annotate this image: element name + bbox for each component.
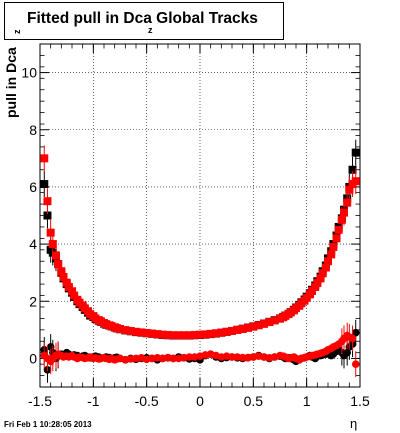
data-point-square [59,272,68,281]
data-point-square [40,154,49,163]
data-point-square [316,274,325,283]
data-point-circle [185,353,194,361]
data-point-square [180,331,188,340]
series-1 [40,145,360,340]
data-point-square [40,180,49,189]
data-point-square [311,282,320,291]
title-box: Fitted pull in Dca Global Tracks z [4,2,284,40]
data-point-circle [169,354,178,363]
data-point-square [318,269,327,278]
data-point-square [343,198,352,207]
data-point-square [126,326,135,335]
data-point-square [142,328,151,337]
data-point-square [244,323,252,332]
plot-area: -1.5 -1 -0.5 0 0.5 1 1.5 0 2 4 6 8 10 [21,43,370,409]
data-point-square [158,330,167,339]
x-tick-label: -0.5 [135,393,159,409]
data-point-square [43,197,52,206]
data-point-square [116,324,124,333]
data-point-square [206,329,215,338]
x-tick-label: 1.5 [350,393,370,409]
data-point-square [348,165,357,174]
data-point-square [249,322,258,331]
datestamp: Fri Feb 1 10:28:05 2013 [4,420,92,429]
data-point-square [337,215,346,224]
x-tick-label: -1.5 [28,393,52,409]
y-tick-label: 8 [29,122,37,138]
data-point-square [327,250,336,259]
data-point-square [164,330,172,339]
y-tick-label: 2 [29,293,37,309]
data-point-square [222,327,231,336]
data-point-square [340,208,348,217]
y-axis-label-text: pull in Dca [3,47,19,118]
data-point-square [201,330,210,339]
data-point-square [260,319,268,328]
x-tick-label: 0.5 [244,393,264,409]
data-point-square [233,325,242,334]
data-point-square [332,234,341,243]
x-tick-label: -1 [87,393,100,409]
x-axis-label: η [350,416,358,431]
data-point-square [321,263,330,272]
data-point-square [238,324,247,333]
x-axis: -1.5 -1 -0.5 0 0.5 1 1.5 [28,44,370,409]
chart-title: Fitted pull in Dca Global Tracks [27,10,258,27]
data-point-square [351,148,360,157]
data-point-square [121,326,130,335]
data-point-square [334,225,343,234]
data-point-square [308,286,316,295]
data-point-circle [351,328,360,337]
data-point-square [324,257,332,266]
x-tick-label: 0 [196,393,204,409]
data-point-square [190,330,199,339]
y-axis-label-subscript: z [12,29,22,35]
data-point-square [46,228,55,237]
data-point-square [228,326,236,335]
data-point-square [345,185,354,194]
data-point-square [137,328,146,337]
data-point-circle [348,334,357,343]
y-tick-label: 4 [29,236,37,252]
data-point-square [43,211,52,220]
data-point-square [212,329,220,338]
data-point-square [270,316,279,325]
data-point-square [196,330,204,339]
data-point-square [57,267,66,276]
data-point-square [52,251,60,260]
data-point-square [153,330,162,339]
data-point-square [68,287,76,296]
data-point-square [48,240,57,249]
data-point-square [54,260,63,269]
data-point-square [148,329,156,338]
data-point-square [254,321,263,330]
x-tick-label: 1 [303,393,311,409]
data-point-square [265,318,274,327]
data-point-square [174,331,183,340]
data-point-circle [351,360,360,368]
y-tick-label: 10 [21,65,37,81]
y-tick-label: 0 [29,350,37,366]
data-point-square [313,278,322,287]
data-point-square [64,282,73,291]
data-point-square [329,242,338,251]
data-point-circle [228,353,236,361]
data-point-square [132,327,140,336]
data-point-square [169,331,178,340]
chart-title-subscript: z [148,25,153,35]
data-point-square [351,177,360,186]
data-point-square [185,331,194,340]
data-point-square [217,328,226,337]
data-point-square [62,278,71,287]
data-series [40,139,360,383]
series-3 [40,322,360,377]
data-point-square [70,291,79,300]
y-tick-label: 6 [29,179,37,195]
